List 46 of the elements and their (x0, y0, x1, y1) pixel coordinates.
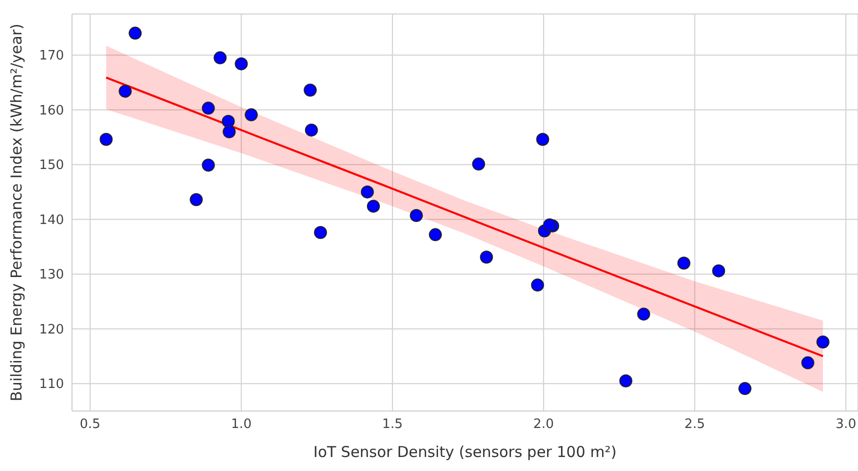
point (128, 26, 142, 40)
point (712, 264, 726, 278)
point (100, 132, 113, 146)
point (428, 228, 442, 242)
point (816, 336, 830, 349)
x-tick-label: 1.0 (230, 417, 252, 432)
y-tick-label: 160 (39, 103, 64, 118)
point (480, 250, 493, 264)
point (619, 374, 632, 388)
point (314, 226, 327, 239)
x-tick-label: 3.0 (836, 417, 856, 432)
point (677, 256, 690, 270)
point (222, 125, 236, 138)
point (738, 382, 752, 396)
y-tick-label: 120 (39, 322, 64, 338)
x-axis-title: IoT Sensor Density (sensors per 100 m²) (313, 443, 617, 461)
y-tick-label: 130 (39, 268, 64, 283)
point (410, 209, 423, 222)
y-tick-label: 170 (39, 48, 64, 64)
point (202, 102, 215, 115)
point (202, 158, 215, 172)
point (472, 158, 486, 171)
line-series (105, 76, 824, 358)
point (304, 84, 317, 97)
y-tick-label: 140 (39, 212, 64, 228)
y-tick-label: 110 (39, 377, 64, 392)
x-tick-label: 0.5 (80, 417, 100, 432)
point (360, 185, 374, 198)
point (801, 356, 814, 370)
point (531, 278, 544, 292)
point (637, 308, 650, 321)
point (543, 218, 556, 232)
x-tick-label: 2.5 (684, 417, 706, 432)
point (190, 193, 203, 206)
point (304, 124, 318, 137)
point (366, 200, 380, 213)
x-tick-label: 1.5 (382, 417, 403, 432)
point (118, 84, 132, 98)
y-tick-label: 150 (39, 158, 64, 174)
point (244, 108, 258, 122)
x-tick-label: 2.0 (533, 417, 554, 432)
point (536, 132, 550, 146)
point (234, 57, 248, 70)
point (214, 51, 227, 64)
point (222, 114, 235, 128)
y-axis-title: Building Energy Performance Index (kWh/m²/year) (7, 24, 26, 402)
